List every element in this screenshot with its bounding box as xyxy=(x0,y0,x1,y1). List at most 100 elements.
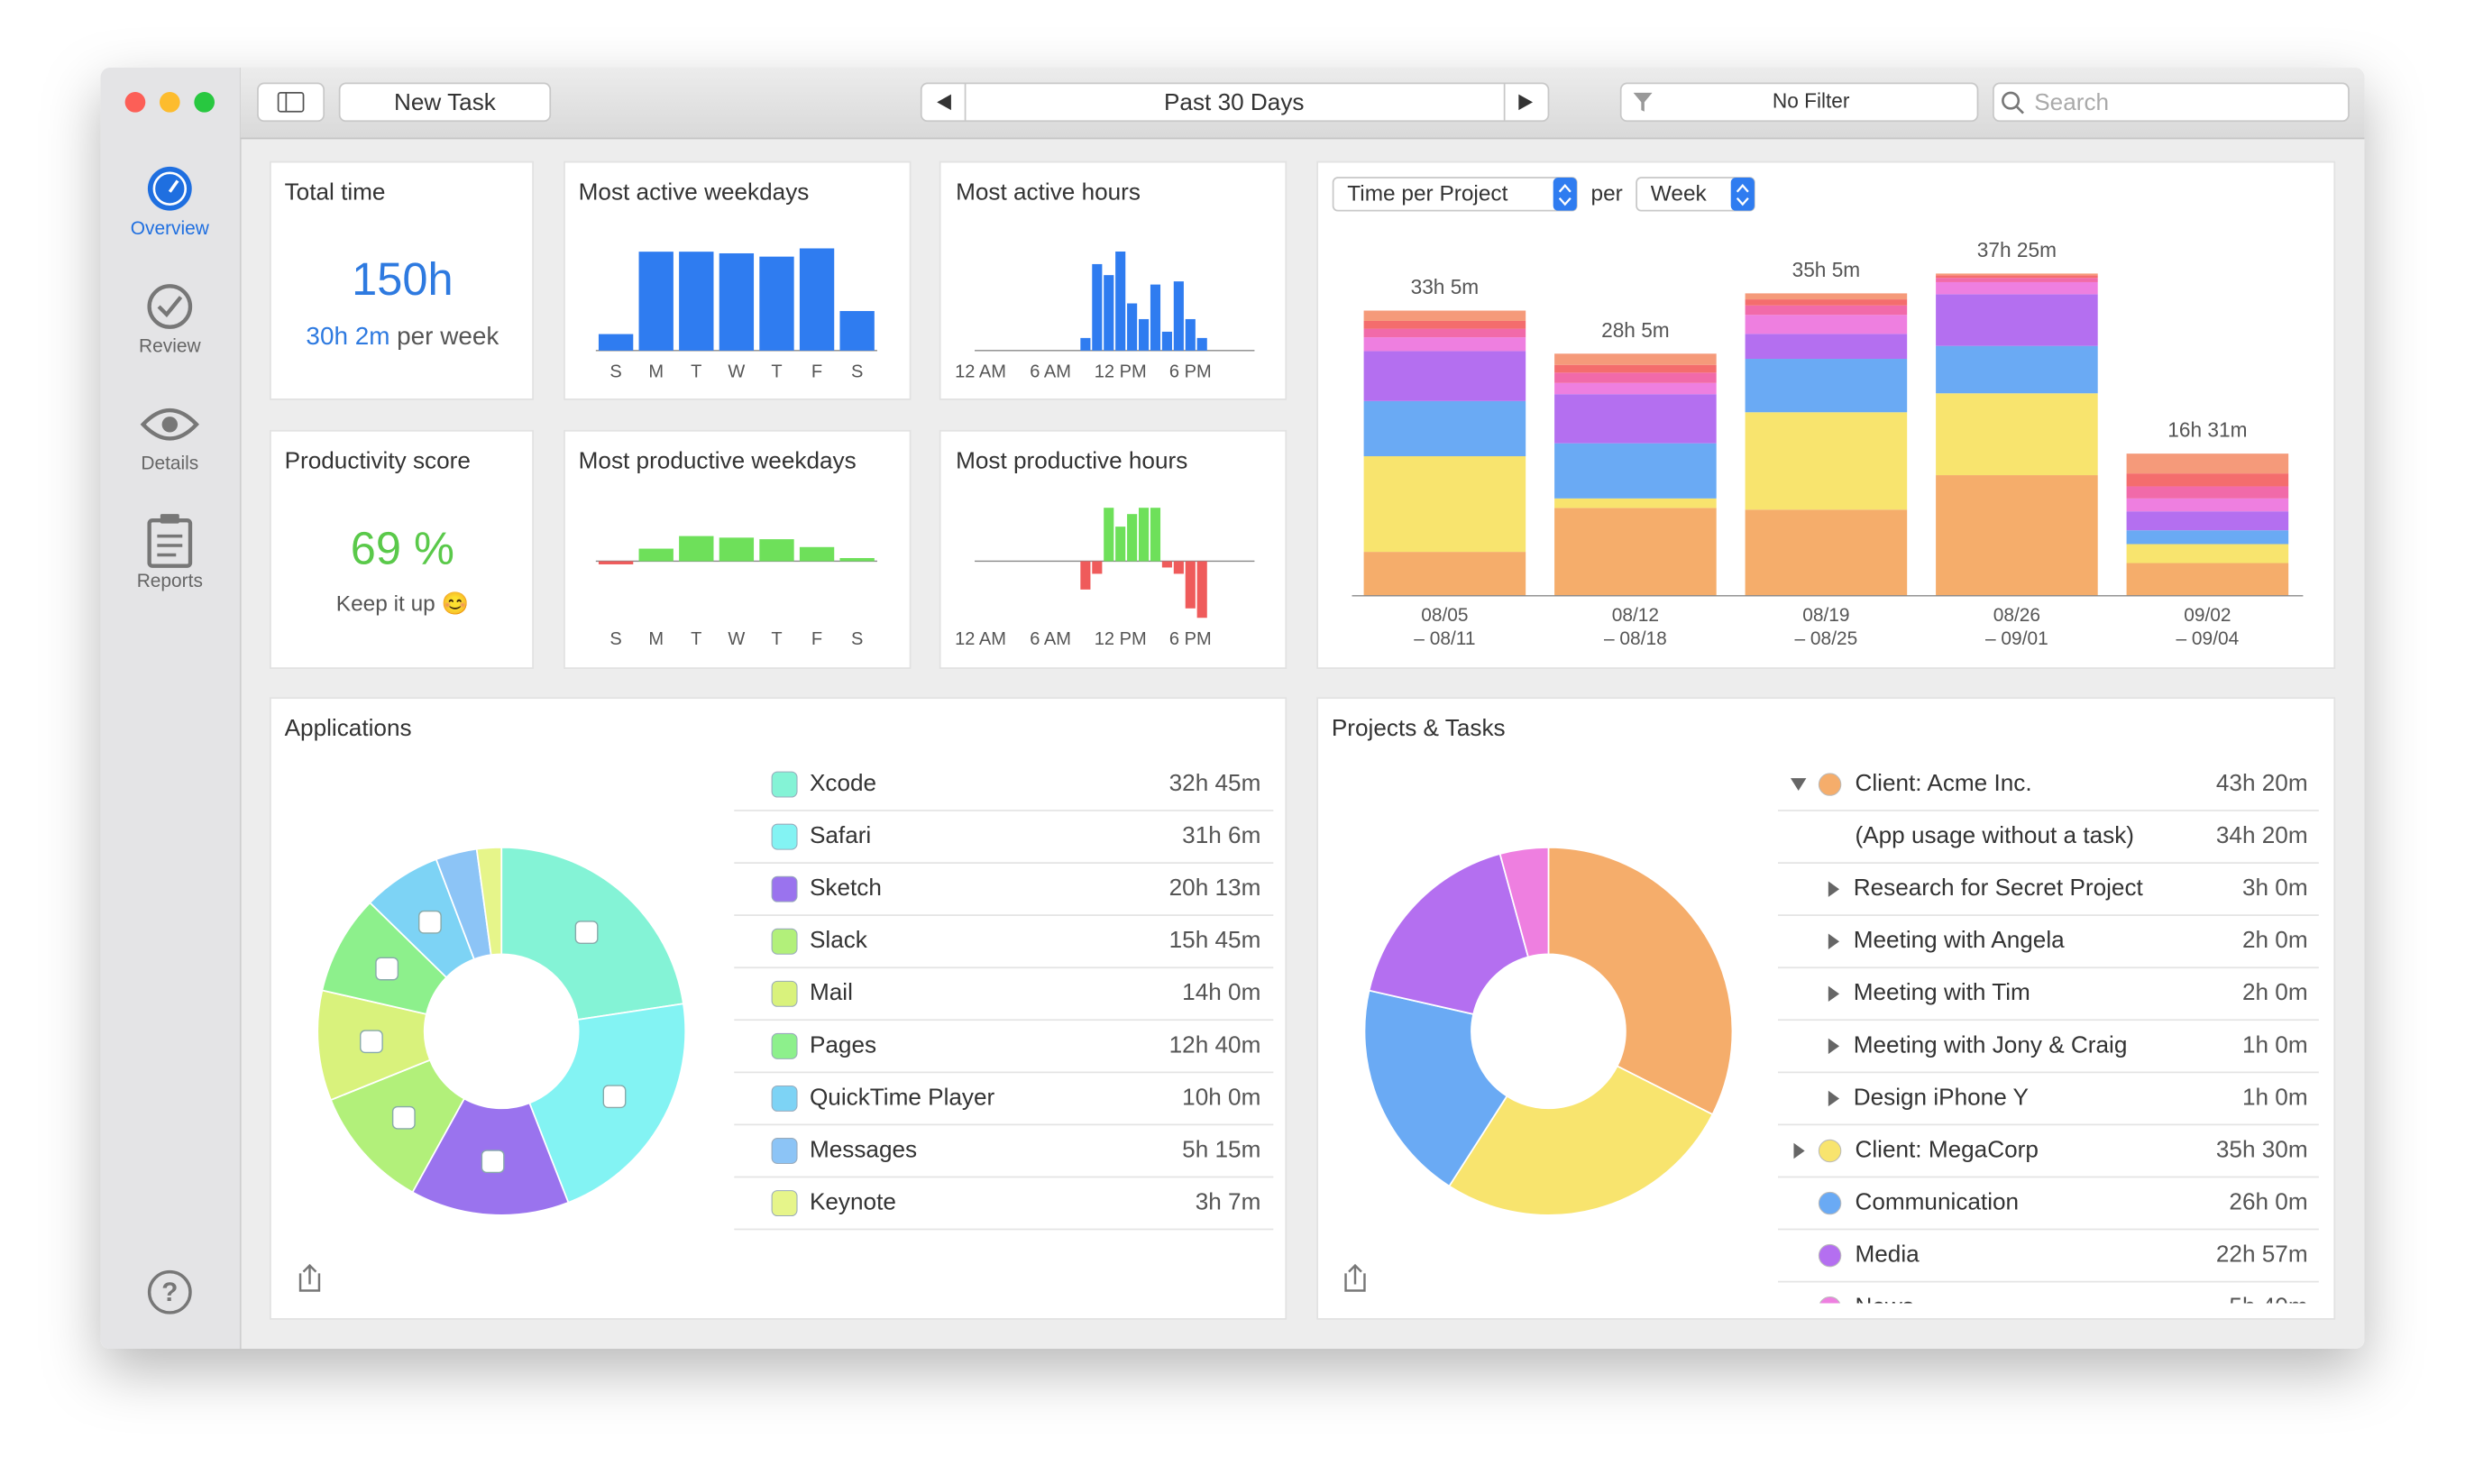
date-range-label: Past 30 Days xyxy=(1164,88,1304,115)
bar xyxy=(719,537,755,562)
per-week: 30h 2m per week xyxy=(306,322,499,350)
minimize-button[interactable] xyxy=(159,92,180,113)
card-title: Total time xyxy=(285,178,386,205)
filter-control[interactable] xyxy=(1619,82,1979,123)
date-range-control[interactable] xyxy=(920,82,1550,123)
bar-total-label: 35h 5m xyxy=(1792,258,1861,281)
sidebar xyxy=(100,67,241,1350)
x-tick-label: 6 AM xyxy=(1030,362,1071,382)
project-label: Meeting with Angela xyxy=(1854,926,2065,953)
x-tick-label: 08/19 xyxy=(1802,605,1849,626)
x-tick-label: T xyxy=(691,362,701,382)
app-time: 3h 7m xyxy=(1196,1187,1261,1214)
bar xyxy=(719,252,755,351)
x-tick-label: S xyxy=(851,629,863,649)
bar xyxy=(1173,561,1184,574)
project-dot xyxy=(1819,1296,1841,1304)
project-time: 35h 30m xyxy=(2216,1135,2308,1162)
stepper-arrows xyxy=(1558,184,1572,206)
next-button[interactable] xyxy=(1518,94,1534,111)
x-tick-label: 6 PM xyxy=(1169,362,1212,382)
sidebar-toggle[interactable] xyxy=(257,82,325,123)
disclosure-closed xyxy=(1828,881,1840,897)
x-tick-label: 6 PM xyxy=(1169,629,1212,649)
app-icon xyxy=(771,928,798,955)
app-time: 10h 0m xyxy=(1182,1083,1260,1110)
project-time: 2h 0m xyxy=(2242,978,2308,1005)
bar xyxy=(1080,561,1091,590)
x-tick-label: – 09/04 xyxy=(2176,628,2240,649)
share-button[interactable] xyxy=(1344,1263,1366,1292)
filter-icon xyxy=(1633,92,1653,112)
bar xyxy=(1185,318,1196,351)
app-name: Safari xyxy=(810,821,871,848)
bar-segment xyxy=(1363,351,1526,401)
card-title: Productivity score xyxy=(285,447,471,474)
project-time: 34h 20m xyxy=(2216,821,2308,848)
stepper-arrows xyxy=(1736,184,1749,206)
project-time: 1h 0m xyxy=(2242,1083,2308,1110)
bar xyxy=(638,548,674,562)
bar xyxy=(1127,514,1138,562)
bar-segment xyxy=(1936,273,2098,276)
app-icon xyxy=(391,1105,416,1130)
bar-segment xyxy=(2126,530,2289,545)
overview-icon xyxy=(152,171,188,206)
card xyxy=(270,160,534,400)
per-label: per xyxy=(1591,182,1623,206)
bar-segment xyxy=(1554,364,1717,373)
card-title: Most productive hours xyxy=(956,447,1187,474)
filter-label: No Filter xyxy=(1773,88,1850,112)
metric-label: Time per Project xyxy=(1347,182,1507,206)
project-label: Research for Secret Project xyxy=(1854,874,2144,901)
x-tick-label: 08/12 xyxy=(1612,605,1659,626)
project-label: Design iPhone Y xyxy=(1854,1083,2029,1110)
previous-button[interactable] xyxy=(937,94,951,111)
disclosure-closed xyxy=(1828,933,1840,949)
bar xyxy=(1104,508,1114,562)
card xyxy=(270,429,534,669)
bar-segment xyxy=(1363,337,1526,352)
app-time: 12h 40m xyxy=(1169,1031,1261,1058)
bar-segment xyxy=(2126,498,2289,512)
search-icon xyxy=(2016,105,2024,115)
bar xyxy=(1185,561,1196,609)
bar xyxy=(679,536,714,562)
search-icon xyxy=(2002,91,2021,110)
x-tick-label: S xyxy=(851,362,863,382)
bar xyxy=(1161,331,1172,351)
button[interactable] xyxy=(257,82,325,123)
donut-slice xyxy=(475,846,503,957)
app-time: 15h 45m xyxy=(1169,926,1261,953)
review-icon[interactable] xyxy=(147,284,193,329)
zoom-button[interactable] xyxy=(194,92,215,113)
details-icon[interactable] xyxy=(140,408,199,441)
bar xyxy=(1196,337,1207,351)
bar xyxy=(1092,561,1103,574)
app-time: 31h 6m xyxy=(1182,821,1260,848)
x-tick-label: W xyxy=(728,362,745,382)
bar-segment xyxy=(1554,394,1717,444)
bar-segment xyxy=(1745,305,1908,316)
x-tick-label: M xyxy=(648,362,664,382)
bar-segment xyxy=(1554,353,1717,365)
project-dot xyxy=(1818,1139,1842,1163)
project-dot xyxy=(1818,1243,1842,1268)
new-task-button[interactable] xyxy=(338,82,552,123)
app-time: 32h 45m xyxy=(1169,769,1261,796)
review-icon xyxy=(157,296,183,317)
select-stepper xyxy=(1553,178,1577,211)
bar-segment xyxy=(1745,334,1908,360)
close-button[interactable] xyxy=(124,92,146,113)
bar xyxy=(1080,337,1091,351)
help-icon[interactable] xyxy=(147,1269,192,1315)
bar-segment xyxy=(1363,310,1526,321)
search-field[interactable] xyxy=(1993,82,2350,123)
bar xyxy=(1127,303,1138,351)
bar-segment xyxy=(1745,293,1908,300)
sidebar-label: Reports xyxy=(137,571,203,591)
x-tick-label: 12 PM xyxy=(1095,362,1147,382)
bar-total-label: 28h 5m xyxy=(1601,318,1670,342)
app-icon xyxy=(481,1150,505,1174)
share-button[interactable] xyxy=(298,1263,321,1292)
